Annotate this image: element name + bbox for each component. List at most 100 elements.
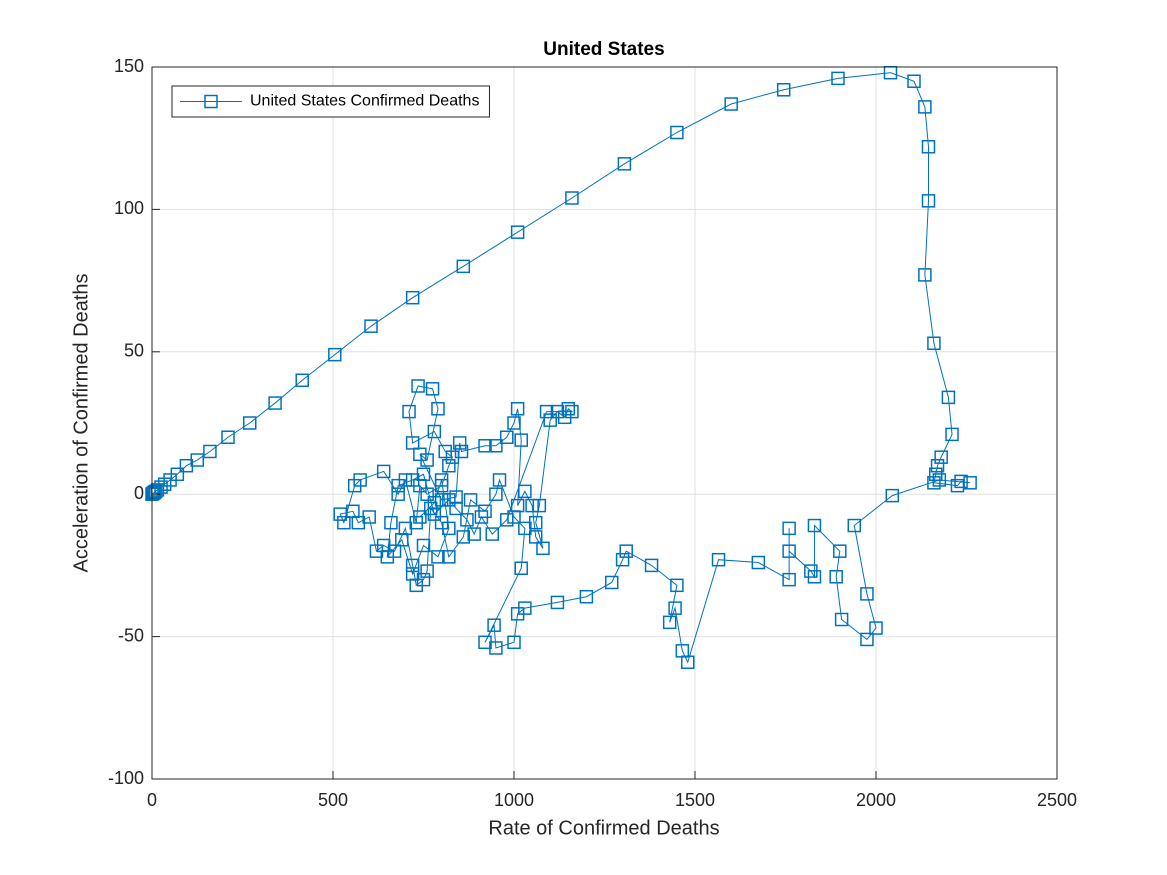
marker	[514, 433, 528, 447]
marker	[860, 632, 874, 647]
x-tick-label: 1000	[494, 790, 534, 810]
marker	[391, 478, 405, 493]
marker	[528, 530, 543, 544]
legend: United States Confirmed Deaths	[171, 85, 490, 118]
marker	[425, 382, 440, 396]
y-tick-label: -100	[108, 768, 144, 788]
marker	[420, 487, 434, 501]
marker	[427, 495, 442, 510]
marker	[442, 550, 456, 564]
marker	[831, 71, 845, 86]
marker	[847, 518, 862, 533]
x-tick-label: 500	[318, 790, 348, 810]
marker	[941, 390, 956, 405]
marker	[442, 493, 456, 507]
marker	[402, 404, 416, 419]
marker	[662, 615, 677, 630]
marker	[485, 527, 500, 541]
marker	[927, 336, 941, 351]
marker	[431, 402, 445, 416]
marker	[782, 521, 796, 536]
marker	[449, 501, 463, 516]
marker	[510, 607, 525, 621]
marker	[834, 612, 849, 627]
marker	[921, 139, 936, 154]
marker	[391, 487, 405, 501]
marker	[376, 464, 391, 479]
marker	[405, 290, 420, 305]
marker	[619, 544, 633, 558]
marker	[670, 125, 684, 140]
marker	[885, 488, 900, 503]
marker	[203, 444, 217, 459]
marker	[442, 521, 456, 536]
marker	[328, 347, 342, 362]
marker	[782, 544, 796, 558]
marker	[782, 572, 796, 587]
marker	[751, 555, 766, 570]
marker	[724, 97, 738, 111]
marker	[833, 544, 847, 558]
marker	[518, 484, 532, 499]
plot-area	[145, 65, 977, 669]
marker	[489, 487, 503, 501]
marker	[420, 564, 434, 578]
marker	[565, 404, 579, 419]
legend-label: United States Confirmed Deaths	[250, 93, 479, 110]
marker	[190, 453, 204, 467]
y-tick-label: 0	[134, 483, 144, 503]
axes-box	[151, 66, 1058, 780]
marker	[711, 552, 726, 567]
marker	[295, 373, 309, 388]
marker	[221, 430, 235, 444]
marker	[380, 550, 395, 564]
marker	[478, 635, 492, 650]
marker	[932, 473, 947, 487]
x-axis-label: Rate of Confirmed Deaths	[488, 817, 719, 839]
marker	[456, 259, 471, 274]
marker	[934, 450, 948, 464]
marker	[918, 268, 932, 282]
x-tick-label: 0	[147, 790, 157, 810]
marker	[474, 510, 489, 524]
marker	[364, 319, 378, 333]
marker	[427, 424, 442, 439]
marker	[431, 550, 445, 564]
marker	[242, 416, 257, 430]
marker	[333, 507, 347, 521]
marker	[487, 618, 501, 632]
marker	[405, 436, 420, 450]
marker	[405, 558, 420, 573]
marker	[413, 447, 427, 462]
marker	[405, 567, 420, 581]
y-tick-label: -50	[118, 625, 144, 645]
marker	[456, 530, 471, 544]
marker	[268, 396, 282, 410]
marker	[478, 439, 492, 453]
marker	[930, 458, 945, 473]
marker	[510, 498, 525, 513]
marker	[395, 533, 409, 547]
x-tick-label: 2000	[856, 790, 896, 810]
marker	[507, 635, 521, 650]
y-tick-label: 100	[114, 198, 144, 218]
marker	[337, 515, 351, 530]
marker	[536, 541, 550, 556]
chart-title: United States	[543, 39, 664, 60]
marker	[804, 564, 818, 578]
marker	[617, 157, 632, 171]
marker	[945, 427, 959, 442]
x-tick-label: 2500	[1037, 790, 1077, 810]
marker	[500, 430, 514, 444]
marker	[550, 595, 565, 610]
marker	[492, 473, 507, 487]
marker	[467, 527, 481, 541]
marker	[869, 621, 883, 635]
marker	[963, 476, 977, 490]
marker	[604, 575, 619, 590]
y-tick-label: 150	[114, 56, 144, 76]
marker	[460, 513, 474, 527]
marker	[615, 552, 630, 567]
marker	[532, 498, 547, 513]
marker	[154, 480, 168, 494]
